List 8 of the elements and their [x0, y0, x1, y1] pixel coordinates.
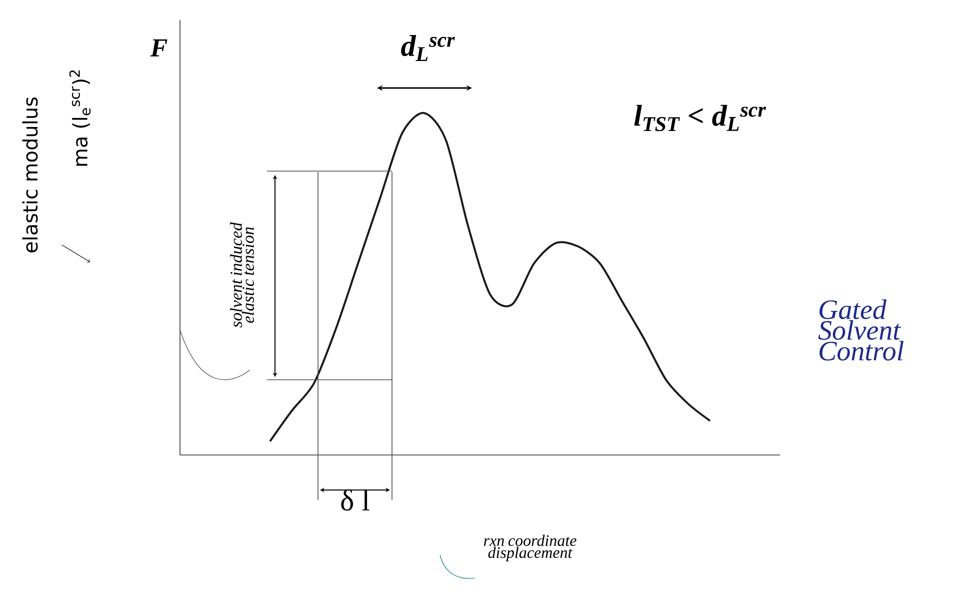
text: solvent induced elastic tension [230, 222, 254, 328]
text: elastic modulus [22, 97, 38, 252]
text: rxn coordinate displacement [484, 534, 576, 562]
text: ma (l$_{e}$$^{scr}$)$^{2}$ [69, 70, 91, 166]
text: d$_{L}$scr [401, 35, 455, 61]
annotation: l$_{TST}$ < d$_{L}$scr [634, 104, 766, 132]
text: Gated Solvent Control [818, 299, 904, 361]
y-axis-title: F [150, 39, 168, 56]
